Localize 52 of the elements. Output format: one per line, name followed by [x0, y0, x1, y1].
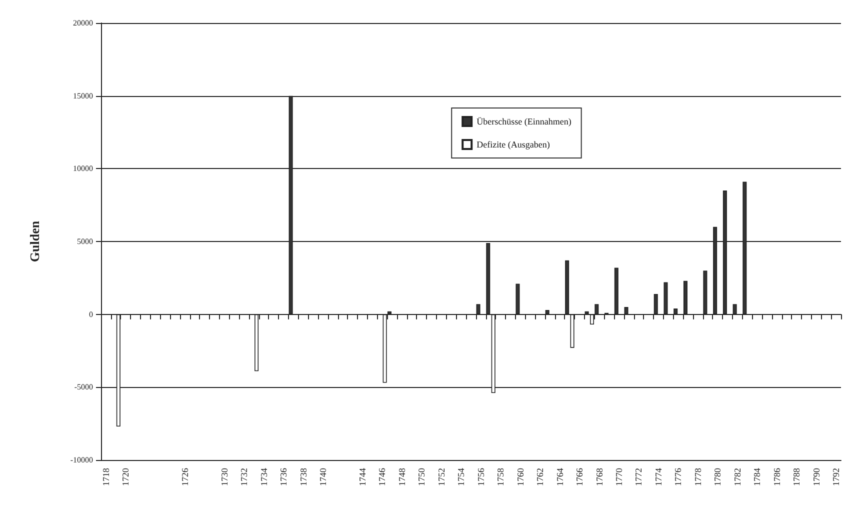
x-tick-label: 1778	[692, 468, 703, 486]
bar	[654, 294, 658, 314]
x-tick-label: 1782	[732, 468, 742, 486]
y-tick-label: 15000	[73, 91, 93, 100]
bar	[254, 314, 259, 372]
y-tick-label: 20000	[73, 18, 93, 28]
x-tick-label: 1762	[535, 468, 546, 486]
x-tick-label: 1766	[574, 468, 585, 486]
x-tick-label: 1718	[100, 468, 111, 486]
x-tick-label: 1770	[614, 468, 624, 486]
x-tick-label: 1732	[239, 468, 250, 486]
x-tick-label: 1746	[377, 468, 388, 486]
x-tick-label: 1726	[180, 468, 190, 486]
x-tick-label: 1764	[554, 468, 565, 486]
legend-label: Überschüsse (Einnahmen)	[476, 116, 572, 126]
bar	[570, 314, 574, 348]
y-tick-label: -10000	[70, 456, 93, 464]
x-tick-label: 1750	[416, 468, 427, 486]
x-tick-label: 1776	[673, 468, 684, 486]
x-tick-label: 1744	[357, 468, 368, 486]
bar	[565, 260, 570, 314]
y-tick-label: -5000	[74, 382, 93, 392]
x-tick-label: 1734	[258, 468, 269, 486]
x-tick-label: 1786	[772, 468, 782, 486]
x-tick-label: 1788	[792, 468, 802, 486]
bar	[382, 314, 387, 383]
y-tick-label: 5000	[77, 237, 93, 246]
x-tick-label: 1772	[634, 468, 644, 486]
x-tick-label: 1756	[476, 468, 486, 486]
x-tick-label: 1730	[219, 468, 230, 486]
x-tick-label: 1774	[653, 468, 664, 486]
x-tick-label: 1738	[298, 468, 308, 486]
x-tick-label: 1790	[811, 468, 822, 486]
y-axis-title: Gulden	[27, 220, 42, 262]
x-tick-label: 1792	[831, 468, 842, 486]
y-tick-label: 0	[89, 310, 93, 319]
x-tick-label: 1754	[456, 468, 466, 486]
x-tick-label: 1740	[318, 468, 328, 486]
legend-label: Defizite (Ausgaben)	[476, 140, 550, 150]
x-tick-label: 1780	[712, 468, 723, 486]
x-tick-label: 1760	[515, 468, 526, 486]
bar	[584, 311, 589, 314]
x-tick-label: 1752	[436, 468, 446, 486]
bar	[732, 304, 737, 314]
y-tick-label: 10000	[73, 164, 93, 174]
x-tick-label: 1720	[120, 468, 131, 486]
x-tick-label: 1748	[396, 468, 407, 486]
x-tick-label: 1758	[496, 468, 506, 486]
x-tick-label: 1736	[278, 468, 289, 486]
x-tick-label: 1784	[752, 468, 762, 486]
bar	[590, 314, 594, 325]
x-tick-label: 1768	[594, 468, 604, 486]
